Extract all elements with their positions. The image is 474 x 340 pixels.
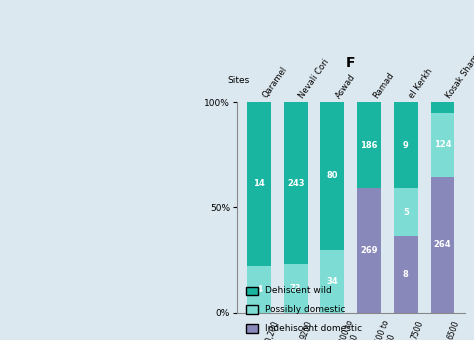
Text: 80: 80 xyxy=(327,171,338,181)
Text: Ramad: Ramad xyxy=(371,71,395,100)
Bar xyxy=(430,177,455,313)
Bar xyxy=(394,102,418,188)
Text: 9250: 9250 xyxy=(300,319,314,340)
Bar xyxy=(284,102,308,264)
Text: 7500: 7500 xyxy=(410,319,425,340)
Text: 34: 34 xyxy=(327,277,338,286)
Bar xyxy=(357,188,381,313)
Bar xyxy=(430,102,455,113)
Bar xyxy=(430,113,455,177)
Bar xyxy=(394,188,418,236)
Text: 124: 124 xyxy=(434,140,451,149)
Bar xyxy=(320,102,344,250)
Text: Dehiscent wild: Dehiscent wild xyxy=(265,286,332,295)
Text: 186: 186 xyxy=(360,140,378,150)
Text: 6500: 6500 xyxy=(446,319,461,340)
Text: 10,200: 10,200 xyxy=(263,319,280,340)
Text: Kosak Shamali: Kosak Shamali xyxy=(444,45,474,100)
Text: el Kerkh: el Kerkh xyxy=(408,67,435,100)
Bar xyxy=(320,250,344,313)
Bar xyxy=(247,266,271,313)
Bar xyxy=(394,236,418,313)
Text: Nevali Cori: Nevali Cori xyxy=(298,57,331,100)
Text: 8500 to
7500: 8500 to 7500 xyxy=(373,319,401,340)
Bar xyxy=(284,264,308,313)
Bar xyxy=(357,102,381,188)
Text: 9: 9 xyxy=(403,141,409,150)
Text: Possibly domestic: Possibly domestic xyxy=(265,305,346,314)
Text: 264: 264 xyxy=(434,240,451,249)
Text: Indehiscent domestic: Indehiscent domestic xyxy=(265,324,363,333)
Text: 5: 5 xyxy=(403,208,409,217)
Text: 243: 243 xyxy=(287,178,304,188)
Text: Aswad: Aswad xyxy=(334,72,357,100)
Text: 9300 to
8500: 9300 to 8500 xyxy=(336,319,364,340)
Text: 14: 14 xyxy=(253,180,265,188)
Bar xyxy=(247,102,271,266)
Text: 269: 269 xyxy=(360,246,378,255)
Text: F: F xyxy=(346,56,356,70)
Text: 73: 73 xyxy=(290,284,301,293)
Text: Sites: Sites xyxy=(228,76,250,85)
Text: 8: 8 xyxy=(403,270,409,279)
Text: 4: 4 xyxy=(256,285,262,294)
Text: Qaramel: Qaramel xyxy=(261,65,289,100)
